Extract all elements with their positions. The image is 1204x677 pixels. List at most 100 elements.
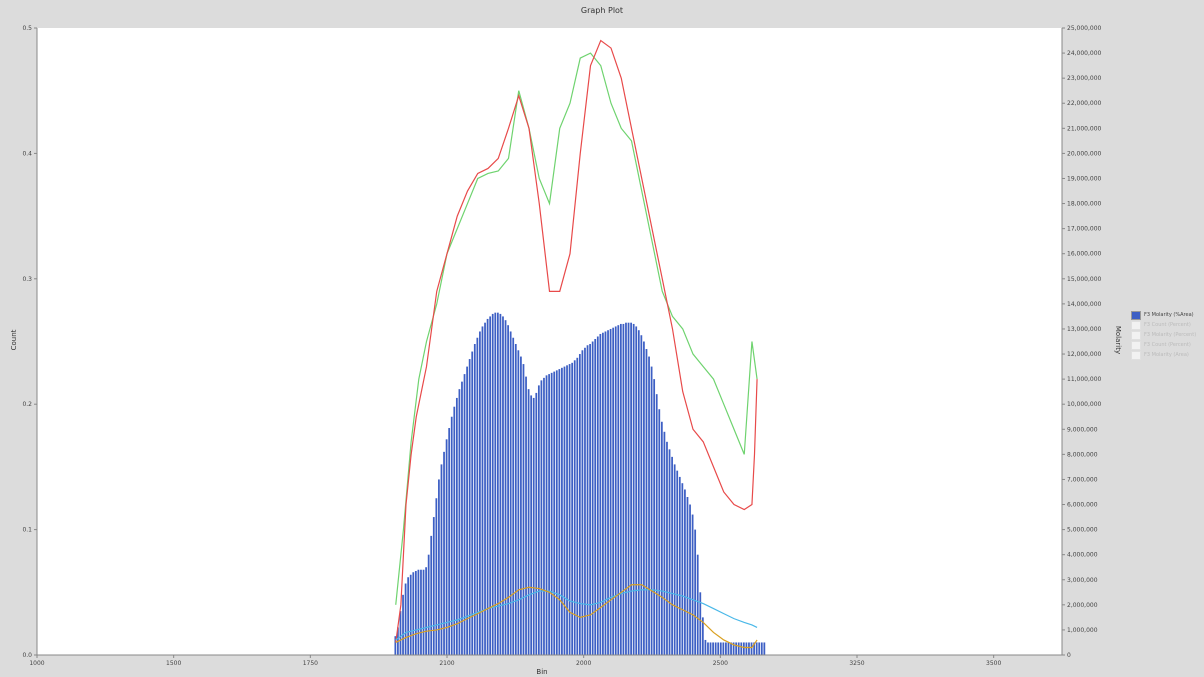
bar bbox=[448, 428, 451, 655]
bar bbox=[514, 344, 517, 655]
bar bbox=[550, 372, 553, 655]
legend-entry[interactable]: F3 Molarity (Area) bbox=[1131, 350, 1201, 360]
bar bbox=[548, 374, 550, 655]
bar bbox=[420, 569, 422, 655]
bar bbox=[686, 497, 689, 655]
legend-swatch bbox=[1131, 330, 1141, 340]
legend-swatch bbox=[1131, 350, 1141, 360]
y-right-tick-label: 25,000,000 bbox=[1067, 25, 1102, 32]
bar bbox=[430, 535, 433, 655]
bar bbox=[461, 381, 463, 655]
x-tick-label: 2500 bbox=[713, 660, 728, 667]
x-tick-label: 1000 bbox=[29, 660, 44, 667]
y-right-tick-label: 6,000,000 bbox=[1067, 502, 1098, 509]
bar bbox=[596, 336, 599, 655]
bar bbox=[473, 344, 476, 655]
bar bbox=[484, 322, 486, 655]
bar bbox=[750, 642, 753, 655]
bar bbox=[619, 323, 622, 655]
bar bbox=[520, 356, 522, 655]
x-tick-label: 3500 bbox=[986, 660, 1001, 667]
bar bbox=[394, 636, 397, 655]
bar bbox=[630, 322, 632, 655]
bar bbox=[694, 529, 697, 655]
bar bbox=[527, 389, 530, 655]
bar bbox=[719, 642, 722, 655]
bar bbox=[458, 389, 461, 655]
legend-swatch bbox=[1131, 340, 1141, 350]
bar bbox=[479, 331, 481, 655]
bar bbox=[632, 323, 635, 655]
y-right-axis-label: Molarity bbox=[1114, 326, 1122, 354]
bar bbox=[589, 344, 591, 655]
bar bbox=[707, 642, 709, 655]
y-right-tick-label: 13,000,000 bbox=[1067, 326, 1102, 333]
x-tick-label: 2000 bbox=[576, 660, 591, 667]
bar bbox=[399, 611, 402, 655]
bar bbox=[742, 642, 745, 655]
orange-series-line bbox=[395, 584, 758, 649]
bar bbox=[684, 489, 686, 655]
bar bbox=[696, 554, 699, 655]
y-right-tick-label: 15,000,000 bbox=[1067, 276, 1102, 283]
bar bbox=[571, 362, 574, 655]
legend-entry[interactable]: F3 Molarity (%Area) bbox=[1131, 310, 1201, 320]
bar bbox=[763, 642, 766, 655]
legend-entry[interactable]: F3 Count (Percent) bbox=[1131, 320, 1201, 330]
bar bbox=[553, 371, 556, 655]
bar bbox=[578, 354, 581, 655]
bar bbox=[586, 345, 589, 655]
bar bbox=[712, 642, 714, 655]
bar bbox=[617, 325, 620, 655]
bar bbox=[760, 642, 763, 655]
y-right-tick-label: 23,000,000 bbox=[1067, 75, 1102, 82]
legend-entry[interactable]: F3 Count (Percent) bbox=[1131, 340, 1201, 350]
y-right-tick-label: 22,000,000 bbox=[1067, 100, 1102, 107]
y-left-axis-label: Count bbox=[10, 329, 18, 350]
bar bbox=[453, 406, 456, 655]
bar bbox=[594, 338, 597, 655]
y-right-tick-label: 3,000,000 bbox=[1067, 577, 1098, 584]
bar bbox=[599, 333, 602, 655]
bar bbox=[471, 351, 474, 655]
bar bbox=[540, 380, 543, 655]
y-left-tick-label: 0.2 bbox=[22, 401, 32, 408]
y-right-tick-label: 20,000,000 bbox=[1067, 150, 1102, 157]
bar bbox=[635, 326, 638, 655]
x-tick-label: 2100 bbox=[439, 660, 454, 667]
y-right-ticks: 0 1,000,000 2,000,000 3,000,000 4,000,000 5,0… bbox=[1062, 25, 1102, 659]
legend[interactable]: F3 Molarity (%Area) F3 Count (Percent) F3 … bbox=[1131, 310, 1201, 360]
y-left-tick-label: 0.1 bbox=[22, 527, 32, 534]
y-right-tick-label: 4,000,000 bbox=[1067, 552, 1098, 559]
y-right-tick-label: 24,000,000 bbox=[1067, 50, 1102, 57]
bar bbox=[753, 642, 755, 655]
bar bbox=[486, 318, 489, 655]
bar bbox=[748, 642, 750, 655]
legend-label: F3 Count (Percent) bbox=[1144, 322, 1191, 328]
y-right-tick-label: 10,000,000 bbox=[1067, 401, 1102, 408]
x-tick-label: 1750 bbox=[303, 660, 318, 667]
bar bbox=[489, 316, 492, 655]
bar bbox=[545, 375, 548, 655]
y-right-tick-label: 1,000,000 bbox=[1067, 627, 1098, 634]
y-right-tick-label: 19,000,000 bbox=[1067, 175, 1102, 182]
y-right-tick-label: 5,000,000 bbox=[1067, 527, 1098, 534]
bar bbox=[581, 350, 584, 655]
legend-entry[interactable]: F3 Molarity (Percent) bbox=[1131, 330, 1201, 340]
bar bbox=[440, 464, 443, 655]
bar bbox=[676, 470, 679, 655]
bar bbox=[725, 642, 727, 655]
bar bbox=[717, 642, 720, 655]
legend-swatch bbox=[1131, 320, 1141, 330]
bar bbox=[584, 347, 586, 655]
bar bbox=[525, 376, 527, 655]
bar bbox=[689, 504, 691, 655]
bar bbox=[522, 364, 525, 655]
bar bbox=[612, 327, 615, 655]
y-right-tick-label: 7,000,000 bbox=[1067, 476, 1098, 483]
y-left-tick-label: 0.0 bbox=[22, 652, 32, 659]
x-ticks: 1000 1500 1750 2100 2000 2500 3250 3500 bbox=[29, 655, 1001, 667]
bar bbox=[722, 642, 725, 655]
bar bbox=[655, 394, 658, 655]
cyan-series-line bbox=[395, 589, 758, 641]
